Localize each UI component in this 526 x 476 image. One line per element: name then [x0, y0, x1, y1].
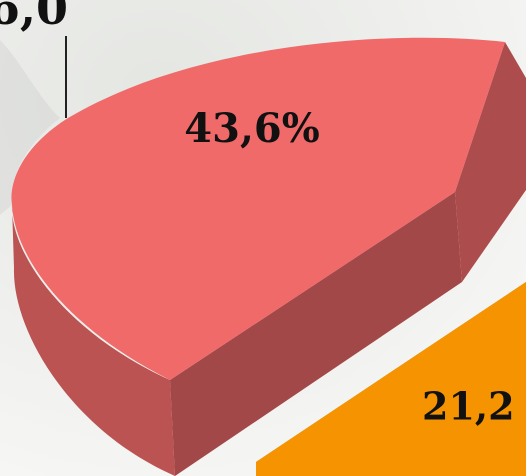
- slice-side: [170, 192, 462, 476]
- data-label: 43,6%: [184, 105, 319, 152]
- slice: [11, 37, 505, 380]
- slice: [256, 282, 526, 476]
- slice-side: [11, 205, 175, 476]
- slice: [0, 40, 60, 215]
- slice-side: [455, 42, 526, 282]
- data-label: 21,2: [422, 384, 515, 429]
- data-label: 6,0: [0, 0, 68, 35]
